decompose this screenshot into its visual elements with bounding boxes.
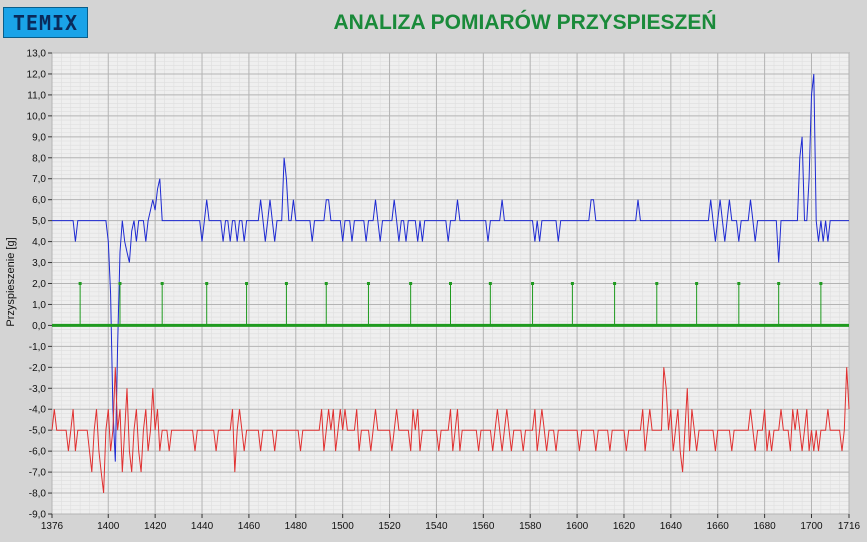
y-tick-label: -6,0: [29, 447, 47, 458]
y-tick-label: -2,0: [29, 363, 47, 374]
y-tick-label: 3,0: [32, 258, 46, 269]
series-spike-marker: [118, 282, 122, 285]
x-axis: 1376 1400 1420 1440 1460 1480 1500 1520 1540 1560…: [41, 514, 861, 532]
series-spike-marker: [78, 282, 82, 285]
y-tick-label: 2,0: [32, 279, 46, 290]
x-tick-label: 1540: [425, 521, 448, 532]
series-spike-marker: [531, 282, 535, 285]
y-tick-label: -7,0: [29, 468, 47, 479]
y-tick-label: 0,0: [32, 321, 46, 332]
y-tick-label: 10,0: [27, 111, 47, 122]
y-tick-label: -8,0: [29, 489, 47, 500]
y-axis: 13,0 12,0 11,0 10,0 9,0 8,0 7,0 6,0 5,0 4,0 3,0 2,0…: [27, 49, 52, 521]
y-axis-label: Przyspieszenie [g]: [5, 237, 17, 326]
page-title: ANALIZA POMIARÓW PRZYSPIESZEŃ: [333, 11, 717, 34]
series-spike-marker: [366, 282, 370, 285]
series-line-0: [52, 73, 849, 462]
series-spike-marker: [695, 282, 699, 285]
y-tick-label: 13,0: [27, 49, 47, 60]
x-tick-label: 1580: [519, 521, 542, 532]
y-tick-label: 1,0: [32, 300, 46, 311]
x-tick-label: 1660: [707, 521, 730, 532]
x-tick-label: 1460: [238, 521, 261, 532]
x-tick-label: 1420: [144, 521, 167, 532]
x-tick-label: 1716: [838, 521, 861, 532]
y-tick-label: -5,0: [29, 426, 47, 437]
y-tick-label: 11,0: [27, 90, 46, 101]
x-tick-label: 1560: [472, 521, 495, 532]
y-tick-label: 5,0: [32, 216, 46, 227]
series-line-2: [51, 367, 850, 494]
x-tick-label: 1520: [378, 521, 401, 532]
y-tick-label: 12,0: [27, 69, 47, 80]
series-spike-marker: [777, 282, 781, 285]
temix-logo: TEMIX: [3, 7, 88, 38]
series-spike-marker: [245, 282, 249, 285]
series-spike-marker: [570, 282, 574, 285]
x-tick-label: 1376: [41, 521, 64, 532]
series-spike-marker: [284, 282, 288, 285]
x-tick-label: 1680: [753, 521, 776, 532]
x-tick-label: 1480: [285, 521, 308, 532]
series-spike-marker: [324, 282, 328, 285]
series-spike-marker: [737, 282, 741, 285]
x-tick-label: 1500: [332, 521, 355, 532]
series-spike-marker: [205, 282, 209, 285]
series-spike-marker: [819, 282, 823, 285]
x-tick-label: 1700: [800, 521, 823, 532]
y-tick-label: -1,0: [29, 342, 47, 353]
y-tick-label: -9,0: [29, 510, 47, 521]
y-tick-label: -3,0: [29, 384, 47, 395]
y-tick-label: 9,0: [32, 132, 46, 143]
series-spike-marker: [449, 282, 452, 285]
series-spike-marker: [613, 282, 617, 285]
y-tick-label: 7,0: [32, 174, 46, 185]
y-tick-label: -4,0: [29, 405, 47, 416]
series-spike-marker: [488, 282, 492, 285]
series-group: [51, 73, 850, 494]
x-tick-label: 1440: [191, 521, 214, 532]
y-tick-label: 6,0: [32, 195, 46, 206]
x-tick-label: 1620: [613, 521, 636, 532]
series-spike-marker: [655, 282, 659, 285]
x-tick-label: 1640: [660, 521, 683, 532]
x-tick-label: 1400: [97, 521, 120, 532]
series-spike-marker: [160, 282, 164, 285]
y-tick-label: 8,0: [32, 153, 46, 164]
series-spike-marker: [409, 282, 413, 285]
major-grid: [51, 52, 850, 515]
y-tick-label: 4,0: [32, 237, 46, 248]
x-tick-label: 1600: [566, 521, 589, 532]
